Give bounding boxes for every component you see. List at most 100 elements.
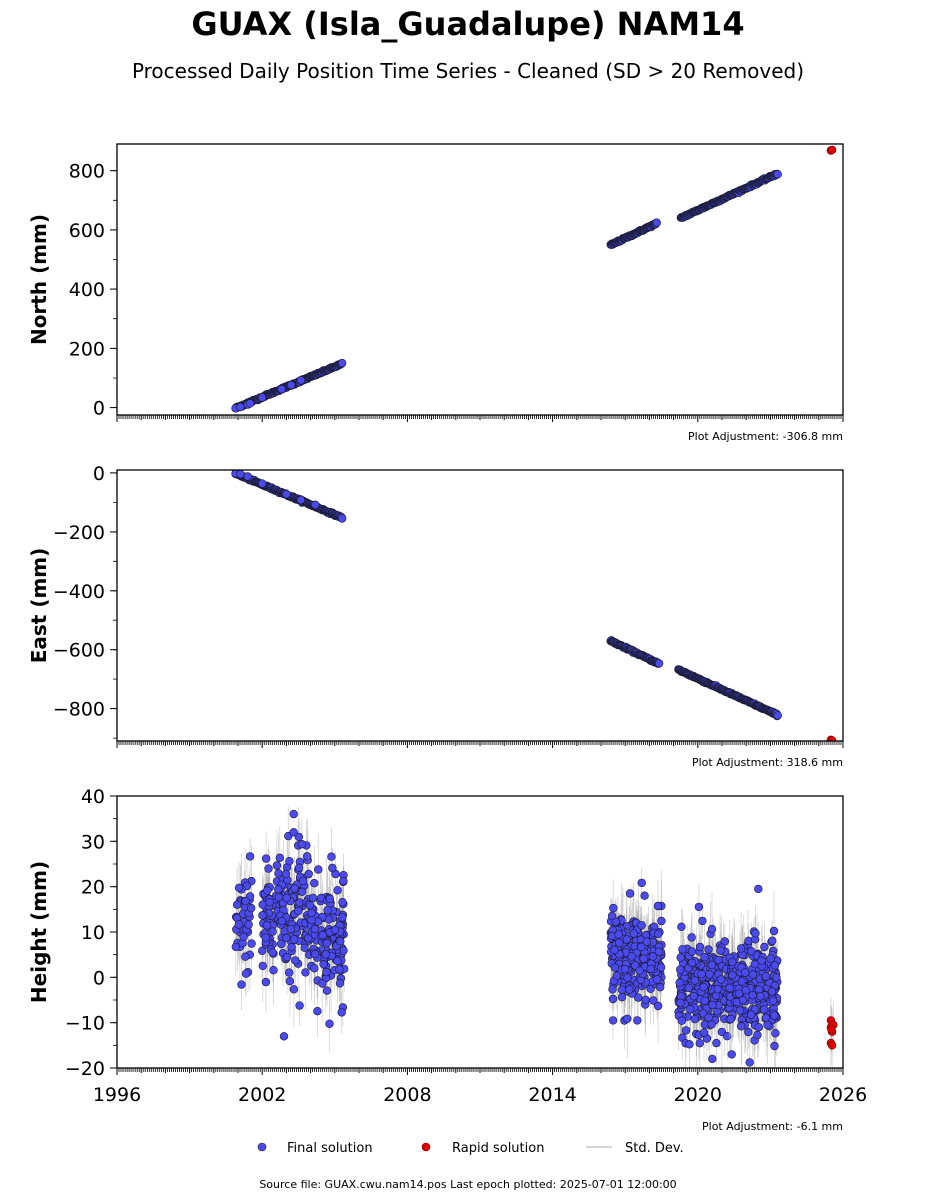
data-point [295, 1001, 304, 1010]
data-point [738, 995, 748, 1005]
x-minor-ticks [118, 741, 842, 745]
data-point [333, 886, 342, 895]
data-point [771, 1028, 780, 1038]
data-point [310, 949, 320, 959]
data-point [736, 944, 746, 953]
data-point [294, 906, 303, 916]
data-point [770, 1041, 779, 1051]
data-point [637, 878, 646, 888]
data-point [297, 839, 307, 849]
x-major-ticks [116, 1068, 844, 1075]
data-point [763, 1020, 772, 1030]
data-point [247, 903, 256, 913]
data-point [640, 891, 649, 900]
data-point [285, 976, 295, 986]
data-point [622, 935, 631, 944]
data-point [707, 960, 717, 969]
data-point [307, 915, 316, 925]
data-point [325, 1019, 334, 1028]
y-tick-label: −200 [53, 522, 105, 544]
x-tick-label: 2002 [238, 1084, 286, 1106]
data-point [335, 979, 345, 988]
data-point [327, 852, 336, 861]
x-tick-label: 2026 [819, 1084, 867, 1106]
data-point [736, 1022, 746, 1031]
data-point [277, 939, 286, 949]
data-point [300, 943, 309, 952]
data-point [759, 1005, 769, 1014]
y-tick-label: −400 [53, 581, 105, 603]
data-point [646, 964, 655, 974]
data-point [322, 938, 332, 948]
x-tick-label: 2020 [674, 1084, 722, 1106]
data-point [642, 937, 651, 946]
data-point [753, 1030, 762, 1040]
data-point [322, 986, 332, 995]
data-point [653, 929, 663, 939]
data-point [286, 924, 296, 934]
data-point [274, 885, 283, 894]
data-point [323, 905, 332, 915]
data-point [305, 901, 315, 910]
data-point [694, 902, 704, 912]
data-point [687, 933, 696, 942]
data-point [608, 1016, 618, 1025]
data-point [684, 983, 694, 993]
plot-adjustment-note: Plot Adjustment: -6.1 mm [702, 1120, 843, 1133]
x-tick-label: 1996 [93, 1084, 141, 1106]
data-point [322, 967, 331, 977]
data-point [279, 1032, 289, 1041]
data-point [627, 952, 636, 961]
legend-std-label: Std. Dev. [625, 1141, 684, 1156]
data-point [770, 1011, 779, 1020]
data-point [324, 915, 334, 924]
y-tick-label: 600 [69, 220, 105, 242]
data-point [298, 887, 307, 896]
data-point [337, 514, 347, 523]
data-point [241, 896, 250, 906]
data-point [761, 1013, 771, 1022]
data-point [262, 921, 272, 930]
data-point [321, 950, 330, 959]
data-point [258, 961, 267, 971]
data-point [687, 947, 697, 956]
data-point [298, 876, 308, 886]
data-point [610, 945, 619, 955]
data-point [282, 952, 292, 962]
axes-frame [116, 469, 844, 742]
data-point [751, 928, 760, 938]
data-point [282, 933, 291, 943]
data-point [295, 898, 304, 907]
panel-2: 0 −200 −400 −600 −800 East (mm) Plot Adjustmen… [27, 463, 844, 769]
data-point [241, 952, 250, 961]
y-tick-label: 200 [69, 338, 105, 360]
data-layer [231, 470, 837, 741]
data-point [285, 968, 294, 977]
chart-title: GUAX (Isla_Guadalupe) NAM14 [191, 5, 744, 43]
data-point [236, 470, 245, 479]
legend-rapid-label: Rapid solution [452, 1141, 544, 1156]
data-point [633, 1016, 642, 1025]
data-point [633, 993, 643, 1002]
data-point [698, 916, 707, 926]
data-point [652, 975, 662, 984]
data-point [243, 472, 252, 481]
legend-rapid-marker [421, 1142, 431, 1152]
data-point [610, 963, 620, 972]
data-point [258, 911, 267, 920]
data-point [612, 971, 622, 980]
y-axis-label: Height (mm) [27, 861, 51, 1003]
data-point [678, 945, 687, 954]
y-tick-label: 0 [93, 967, 105, 989]
data-point [728, 970, 737, 980]
data-point [737, 977, 747, 986]
y-tick-label: −10 [65, 1013, 105, 1035]
data-point [675, 978, 684, 987]
data-point [282, 893, 291, 903]
y-tick-label: −800 [53, 699, 105, 721]
data-point [289, 828, 298, 837]
data-point [335, 965, 344, 974]
data-point [625, 985, 634, 994]
data-point [746, 1010, 756, 1019]
